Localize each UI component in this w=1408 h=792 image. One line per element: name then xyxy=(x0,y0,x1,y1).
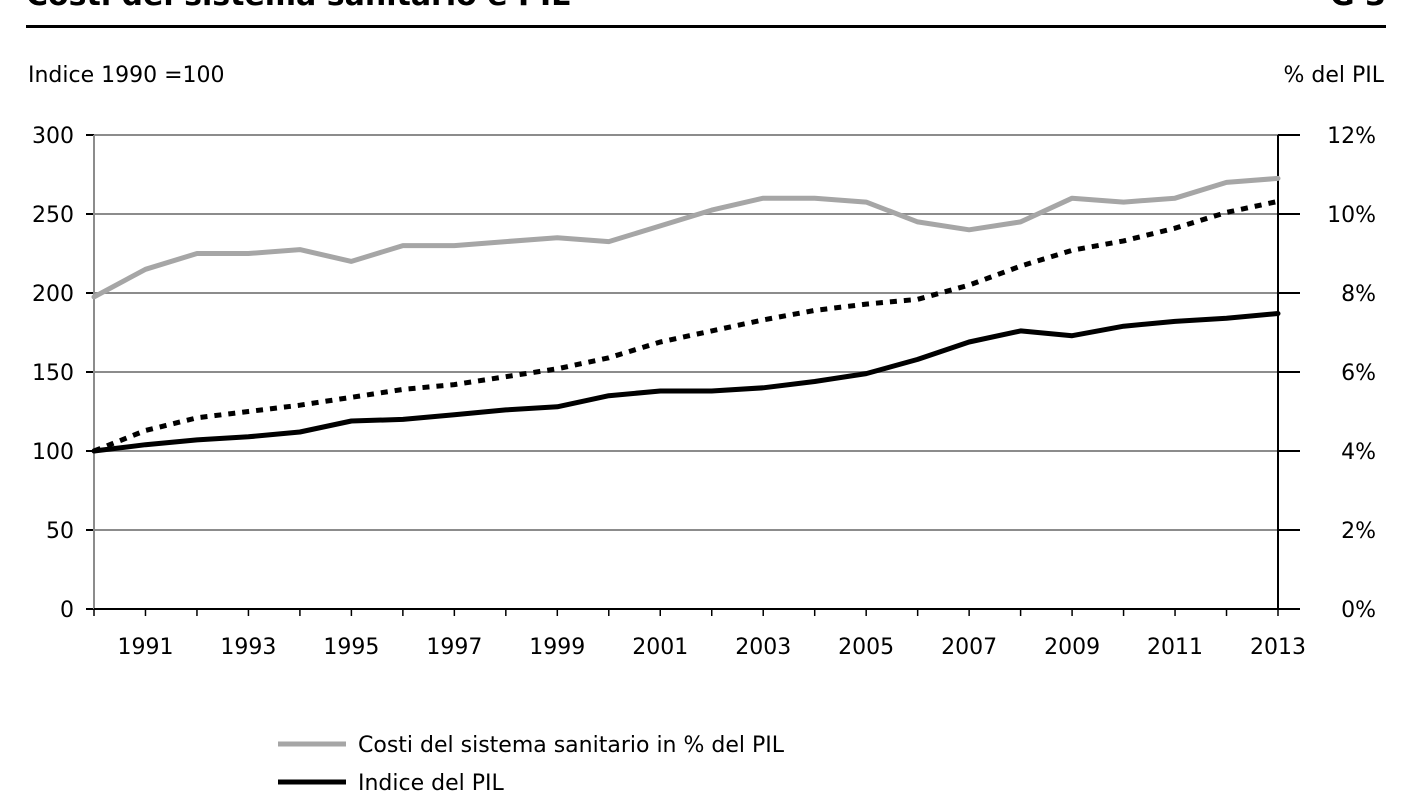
right-tick-label: 12% xyxy=(1327,124,1376,149)
x-tick-label: 2007 xyxy=(941,635,997,660)
left-tick-label: 250 xyxy=(32,203,74,228)
x-tick-label: 1999 xyxy=(529,635,585,660)
left-tick-label: 150 xyxy=(32,361,74,386)
right-tick-label: 2% xyxy=(1341,519,1376,544)
chart-header: Costi del sistema sanitario e PIL G 3 xyxy=(26,0,1386,28)
left-tick-label: 200 xyxy=(32,282,74,307)
x-tick-label: 1991 xyxy=(117,635,173,660)
x-tick-label: 1993 xyxy=(220,635,276,660)
right-tick-label: 8% xyxy=(1341,282,1376,307)
left-tick-label: 0 xyxy=(60,598,74,623)
x-tick-label: 2001 xyxy=(632,635,688,660)
legend-label: Indice del PIL xyxy=(358,771,504,792)
legend-label: Costi del sistema sanitario in % del PIL xyxy=(358,733,785,758)
right-tick-label: 10% xyxy=(1327,203,1376,228)
right-axis-label: % del PIL xyxy=(1283,63,1384,88)
right-tick-label: 6% xyxy=(1341,361,1376,386)
left-tick-label: 100 xyxy=(32,440,74,465)
x-tick-label: 2003 xyxy=(735,635,791,660)
x-tick-label: 2013 xyxy=(1250,635,1306,660)
right-tick-label: 4% xyxy=(1341,440,1376,465)
axis-labels: Indice 1990 =100 % del PIL xyxy=(28,63,1385,88)
gridlines xyxy=(94,134,1278,610)
right-tick-label: 0% xyxy=(1341,598,1376,623)
x-tick-label: 1997 xyxy=(426,635,482,660)
x-tick-label: 1995 xyxy=(323,635,379,660)
left-axis-label: Indice 1990 =100 xyxy=(28,63,225,88)
x-tick-label: 2005 xyxy=(838,635,894,660)
chart-title: Costi del sistema sanitario e PIL xyxy=(26,0,570,13)
title-rule xyxy=(26,25,1386,28)
left-tick-label: 300 xyxy=(32,124,74,149)
left-tick-label: 50 xyxy=(46,519,74,544)
axes: 0 50 100 150 200 250 300 0% 2% 4% 6% 8% 10% 12% 1991 19… xyxy=(32,124,1376,660)
series-line-0 xyxy=(91,175,1281,300)
legend: Costi del sistema sanitario in % del PIL… xyxy=(278,733,785,792)
x-tick-label: 2011 xyxy=(1147,635,1203,660)
chart-code: G 3 xyxy=(1330,0,1386,13)
series-line-2 xyxy=(93,198,1279,454)
series-lines xyxy=(91,175,1281,454)
series-line-1 xyxy=(91,311,1281,454)
x-tick-label: 2009 xyxy=(1044,635,1100,660)
